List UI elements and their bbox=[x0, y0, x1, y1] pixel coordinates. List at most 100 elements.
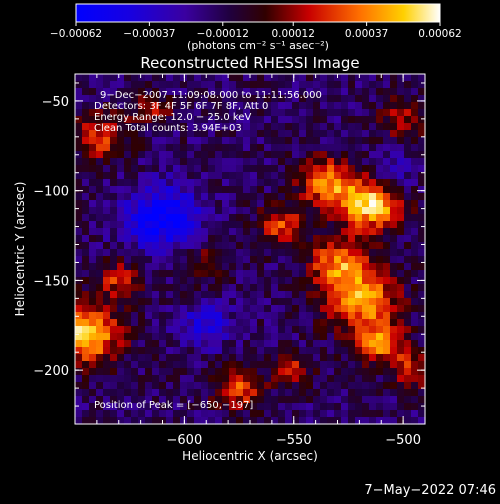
heatmap-cell bbox=[292, 305, 300, 313]
heatmap-cell bbox=[75, 123, 83, 131]
heatmap-cell bbox=[236, 193, 244, 201]
heatmap-cell bbox=[229, 403, 237, 411]
heatmap-cell bbox=[313, 200, 321, 208]
heatmap-cell bbox=[376, 235, 384, 243]
heatmap-cell bbox=[229, 109, 237, 117]
heatmap-cell bbox=[117, 207, 125, 215]
heatmap-cell bbox=[75, 333, 83, 341]
y-axis-tick-labels: −50−100−150−200 bbox=[33, 95, 69, 379]
heatmap-cell bbox=[138, 312, 146, 320]
heatmap-cell bbox=[411, 179, 419, 187]
heatmap-cell bbox=[362, 410, 370, 418]
heatmap-cell bbox=[166, 298, 174, 306]
heatmap-cell bbox=[264, 116, 272, 124]
heatmap-cell bbox=[208, 88, 216, 96]
heatmap-cell bbox=[201, 172, 209, 180]
heatmap-cell bbox=[166, 361, 174, 369]
heatmap-cell bbox=[411, 130, 419, 138]
heatmap-cell bbox=[89, 193, 97, 201]
heatmap-cell bbox=[124, 249, 132, 257]
heatmap-cell bbox=[285, 403, 293, 411]
heatmap-cell bbox=[159, 130, 167, 138]
heatmap-cell bbox=[145, 109, 153, 117]
heatmap-cell bbox=[369, 207, 377, 215]
heatmap-cell bbox=[152, 74, 160, 82]
heatmap-cell bbox=[159, 270, 167, 278]
heatmap-cell bbox=[250, 270, 258, 278]
heatmap-cell bbox=[103, 347, 111, 355]
heatmap-cell bbox=[103, 396, 111, 404]
heatmap-cell bbox=[89, 389, 97, 397]
heatmap-cell bbox=[411, 249, 419, 257]
heatmap-cell bbox=[194, 375, 202, 383]
heatmap-cell bbox=[306, 193, 314, 201]
heatmap-cell bbox=[362, 158, 370, 166]
heatmap-cell bbox=[166, 228, 174, 236]
heatmap-cell bbox=[299, 74, 307, 82]
heatmap-cell bbox=[390, 74, 398, 82]
heatmap-cell bbox=[362, 249, 370, 257]
heatmap-cell bbox=[411, 347, 419, 355]
heatmap-cell bbox=[180, 277, 188, 285]
heatmap-cell bbox=[292, 340, 300, 348]
heatmap-cell bbox=[173, 333, 181, 341]
heatmap-cell bbox=[208, 305, 216, 313]
heatmap-cell bbox=[327, 235, 335, 243]
heatmap-cell bbox=[187, 88, 195, 96]
heatmap-cell bbox=[222, 263, 230, 271]
heatmap-cell bbox=[376, 137, 384, 145]
heatmap-cell bbox=[236, 284, 244, 292]
heatmap-cell bbox=[257, 361, 265, 369]
heatmap-cell bbox=[152, 410, 160, 418]
heatmap-cell bbox=[320, 165, 328, 173]
heatmap-cell bbox=[145, 375, 153, 383]
heatmap-cell bbox=[411, 116, 419, 124]
heatmap-cell bbox=[320, 312, 328, 320]
heatmap-cell bbox=[201, 109, 209, 117]
heatmap-cell bbox=[264, 333, 272, 341]
heatmap-cell bbox=[229, 263, 237, 271]
heatmap-cell bbox=[397, 88, 405, 96]
heatmap-cell bbox=[264, 326, 272, 334]
heatmap-cell bbox=[355, 256, 363, 264]
heatmap-cell bbox=[362, 137, 370, 145]
heatmap-cell bbox=[82, 347, 90, 355]
heatmap-cell bbox=[397, 130, 405, 138]
heatmap-cell bbox=[236, 130, 244, 138]
heatmap-cell bbox=[124, 361, 132, 369]
heatmap-cell bbox=[341, 319, 349, 327]
heatmap-cell bbox=[418, 340, 426, 348]
heatmap-cell bbox=[124, 228, 132, 236]
heatmap-cell bbox=[103, 158, 111, 166]
heatmap-cell bbox=[355, 340, 363, 348]
heatmap-cell bbox=[96, 354, 104, 362]
heatmap-cell bbox=[110, 102, 118, 110]
heatmap-cell bbox=[320, 319, 328, 327]
heatmap-cell bbox=[103, 109, 111, 117]
heatmap-cell bbox=[201, 214, 209, 222]
heatmap-cell bbox=[75, 319, 83, 327]
heatmap-cell bbox=[418, 270, 426, 278]
heatmap-cell bbox=[145, 389, 153, 397]
heatmap-cell bbox=[320, 382, 328, 390]
heatmap-cell bbox=[299, 116, 307, 124]
heatmap-cell bbox=[208, 137, 216, 145]
heatmap-cell bbox=[194, 417, 202, 425]
heatmap-cell bbox=[159, 361, 167, 369]
heatmap-cell bbox=[327, 109, 335, 117]
heatmap-cell bbox=[152, 158, 160, 166]
heatmap-cell bbox=[285, 221, 293, 229]
heatmap-cell bbox=[362, 256, 370, 264]
heatmap-cell bbox=[194, 137, 202, 145]
heatmap-cell bbox=[75, 368, 83, 376]
heatmap-cell bbox=[159, 137, 167, 145]
heatmap-cell bbox=[173, 305, 181, 313]
heatmap-cell bbox=[306, 228, 314, 236]
heatmap-cell bbox=[138, 172, 146, 180]
heatmap-cell bbox=[236, 298, 244, 306]
heatmap-cell bbox=[75, 410, 83, 418]
heatmap-cell bbox=[355, 235, 363, 243]
heatmap-cell bbox=[257, 137, 265, 145]
heatmap-cell bbox=[257, 340, 265, 348]
heatmap-cell bbox=[278, 361, 286, 369]
